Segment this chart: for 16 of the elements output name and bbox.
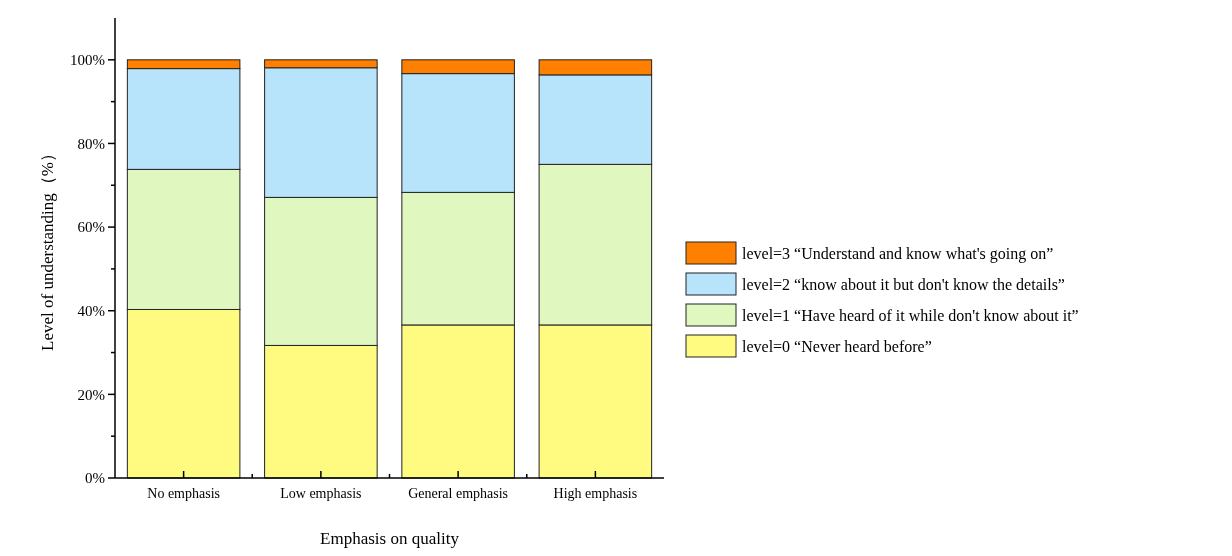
y-tick-label: 60% [77,219,105,236]
y-tick-label: 100% [70,52,105,69]
x-tick-label: General emphasis [408,486,509,501]
x-tick-label: Low emphasis [280,486,362,501]
y-axis-title: Level of understanding（%） [38,145,57,351]
x-tick-label: No emphasis [147,486,220,501]
x-axis-title: Emphasis on quality [320,529,460,548]
legend-label: level=1 “Have heard of it while don't know about it” [742,306,1079,324]
y-tick-label: 40% [77,302,105,319]
legend-label: level=0 “Never heard before” [742,337,932,355]
x-tick-label: High emphasis [553,486,638,501]
y-tick-label: 80% [77,135,105,152]
legend-label: level=3 “Understand and know what's going on” [742,244,1054,263]
y-tick-label: 20% [77,386,105,403]
y-tick-label: 0% [85,470,105,487]
legend-label: level=2 “know about it but don't know the details” [742,275,1065,293]
